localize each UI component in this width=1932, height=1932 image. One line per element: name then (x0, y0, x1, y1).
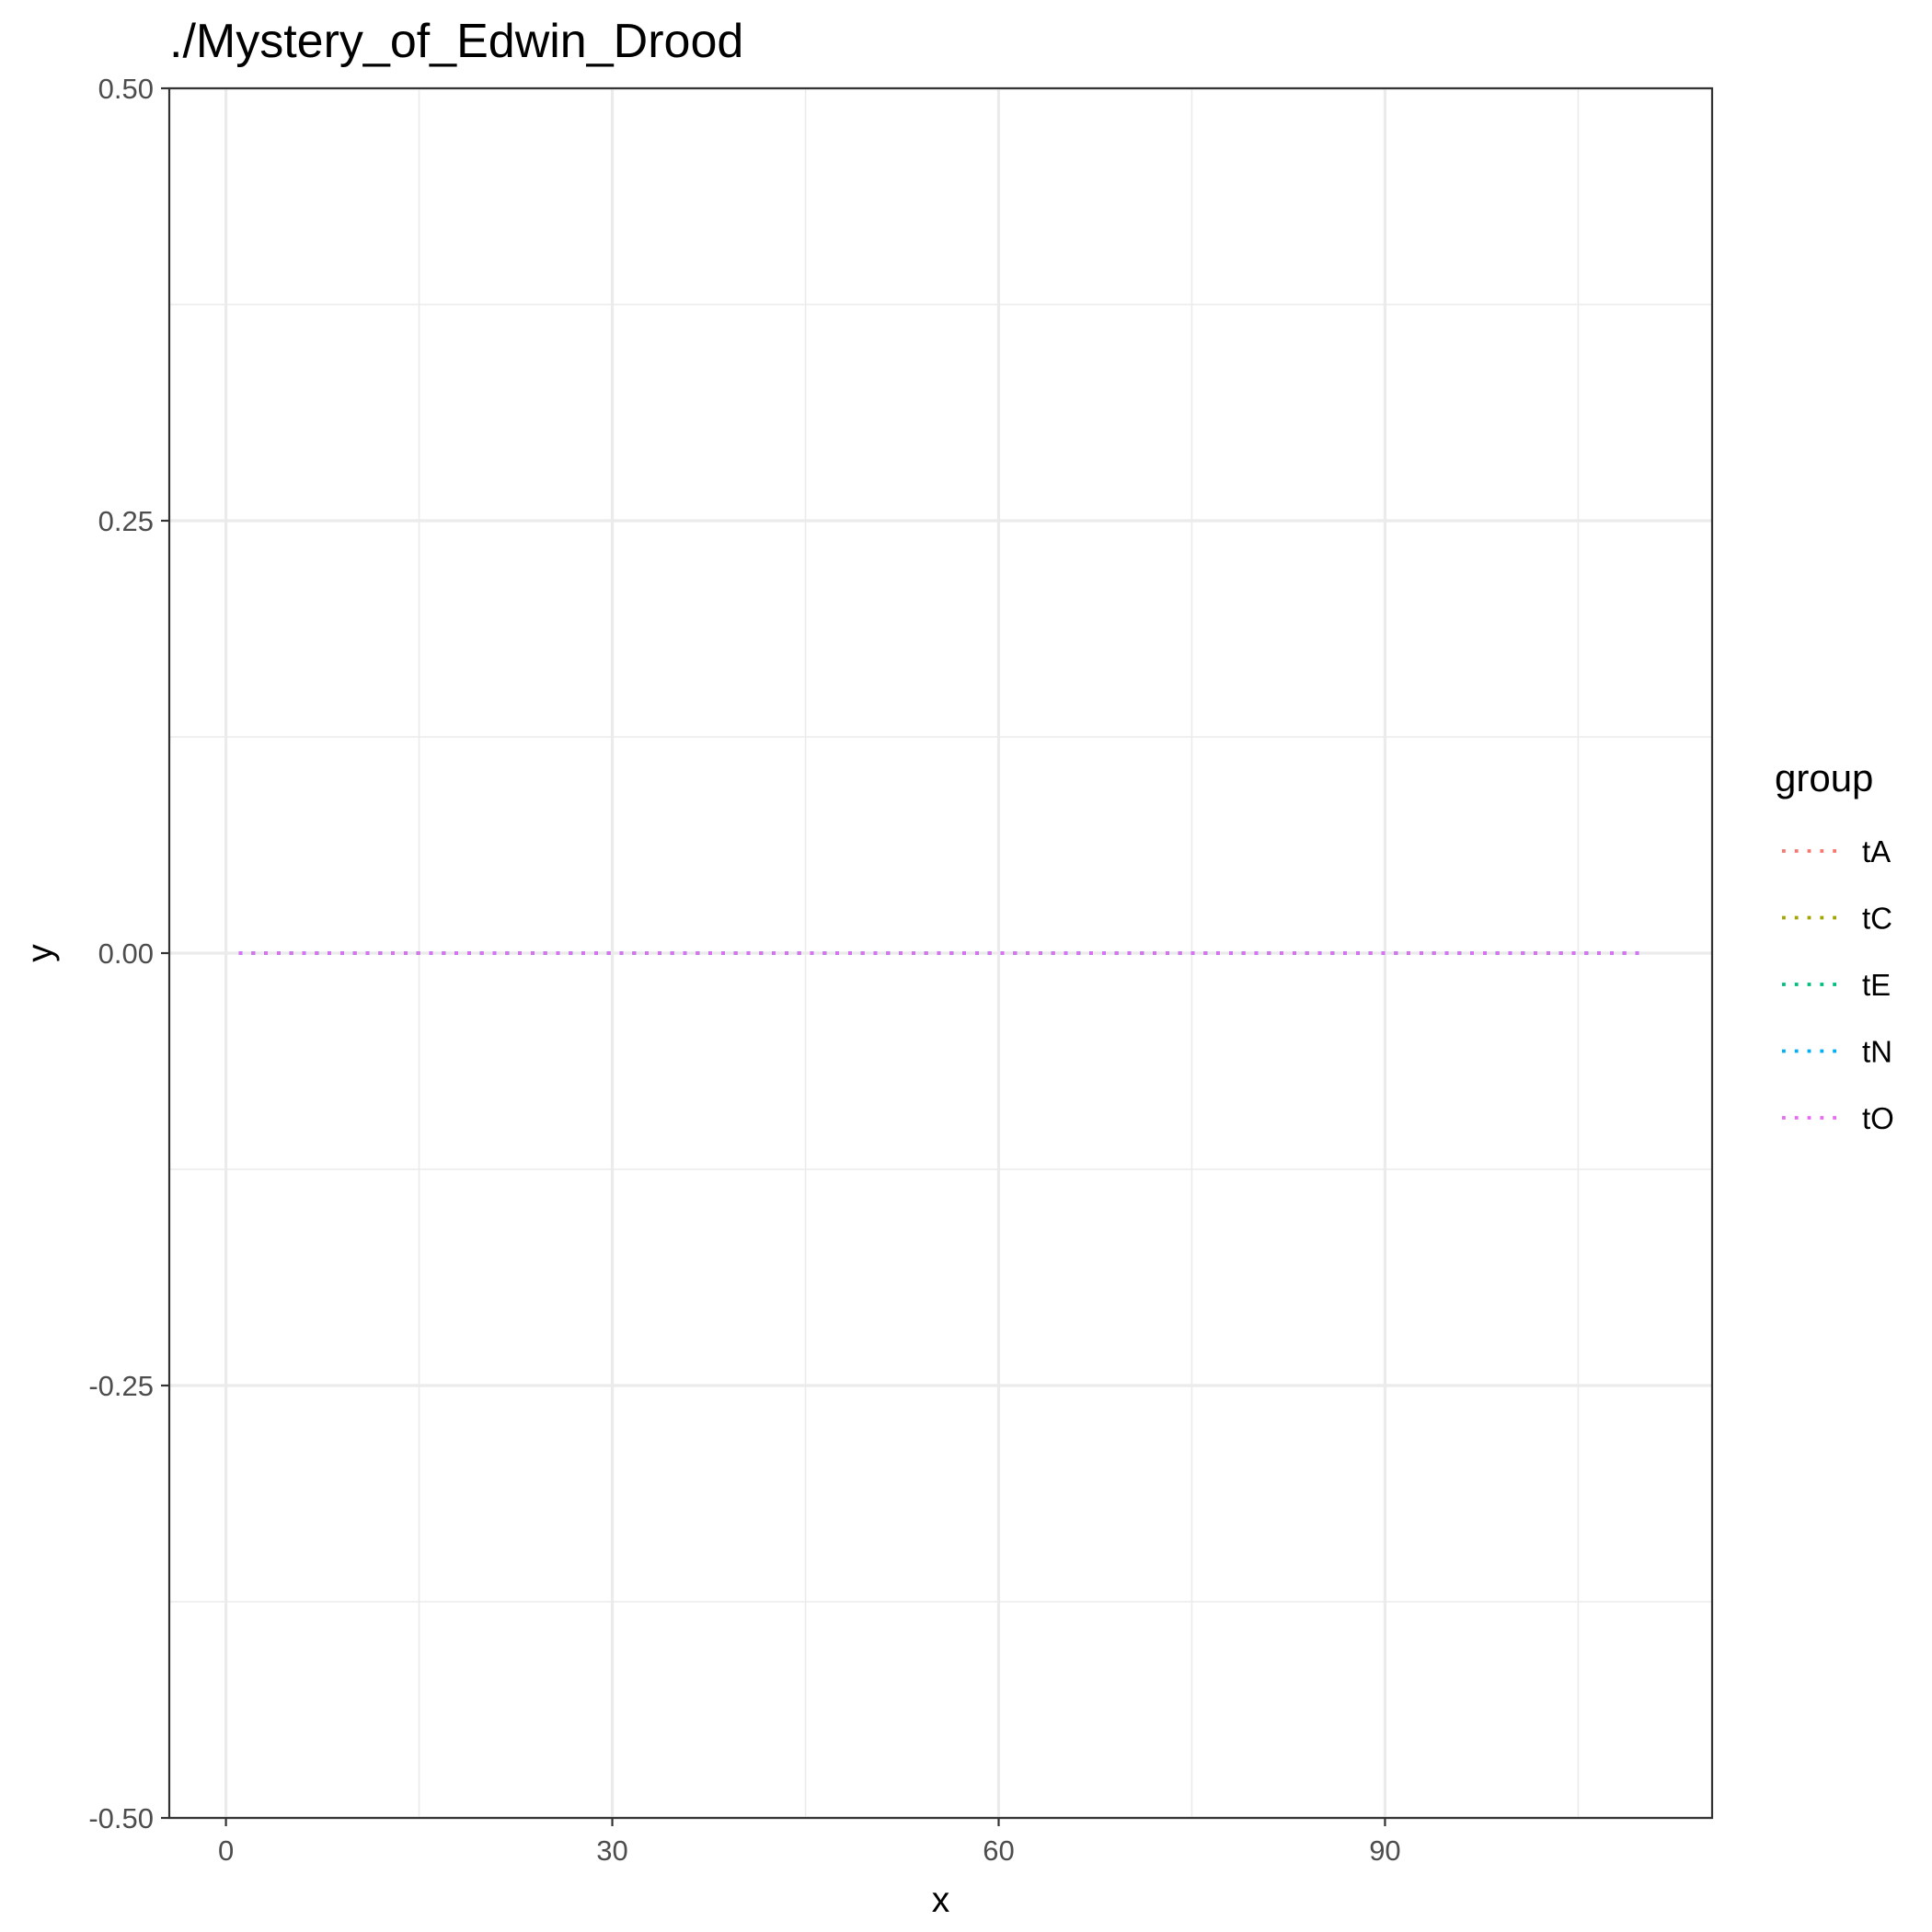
legend-label-tO: tO (1862, 1101, 1894, 1135)
y-tick-label: 0.00 (98, 937, 154, 970)
legend-label-tN: tN (1862, 1035, 1892, 1069)
x-tick-label: 30 (596, 1834, 627, 1867)
y-axis-title: y (20, 944, 60, 962)
x-tick-label: 60 (983, 1834, 1014, 1867)
chart-title: ./Mystery_of_Edwin_Drood (169, 15, 743, 68)
y-tick-label: -0.25 (88, 1370, 154, 1402)
x-tick-label: 90 (1369, 1834, 1400, 1867)
y-tick-label: 0.50 (98, 73, 154, 105)
legend-label-tC: tC (1862, 902, 1892, 936)
legend-title: group (1775, 756, 1873, 799)
legend-label-tA: tA (1862, 834, 1891, 868)
x-tick-label: 0 (218, 1834, 234, 1867)
x-axis-title: x (932, 1880, 950, 1920)
y-tick-label: 0.25 (98, 505, 154, 537)
plot-background-group: 0 30 60 90 -0.50 -0.25 0.00 0.25 0.50 tA tC tE tN tO (88, 73, 1894, 1867)
legend-label-tE: tE (1862, 968, 1891, 1002)
y-tick-label: -0.50 (88, 1802, 154, 1834)
